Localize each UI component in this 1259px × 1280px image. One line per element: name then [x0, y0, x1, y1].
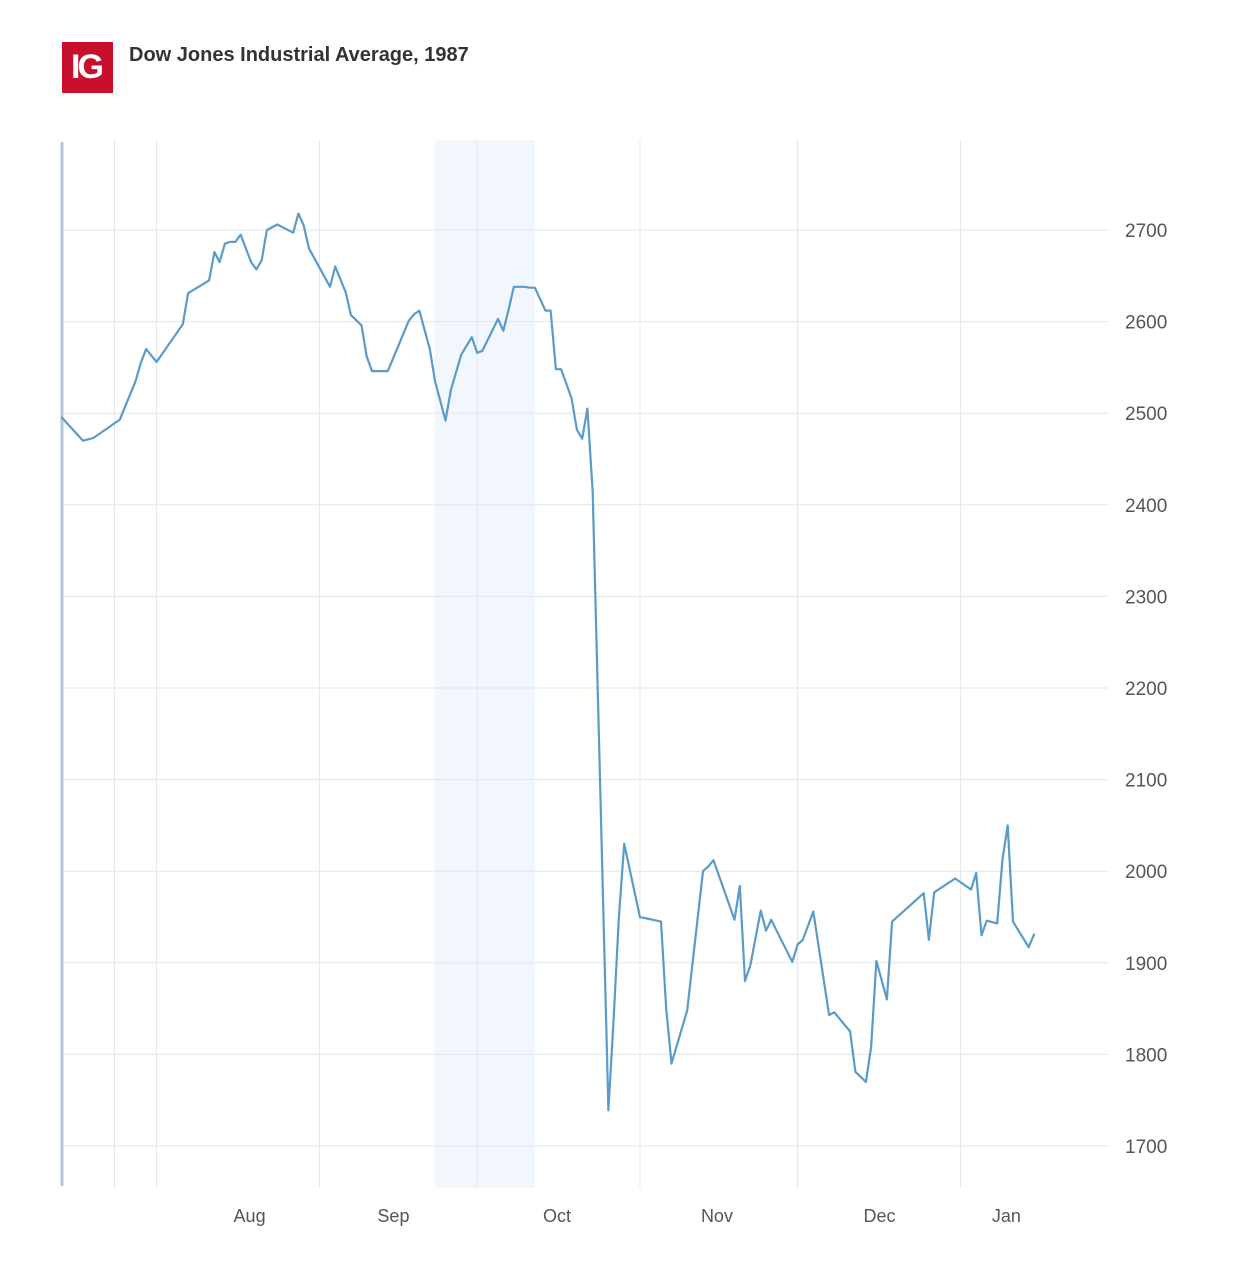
chart-title: Dow Jones Industrial Average, 1987 — [129, 44, 469, 66]
highlight-band — [435, 140, 535, 1188]
x-tick-label: Sep — [377, 1206, 409, 1226]
y-tick-label: 2100 — [1125, 771, 1167, 792]
y-tick-label: 2600 — [1125, 313, 1167, 334]
horizontal-gridlines — [62, 229, 1108, 1147]
y-tick-label: 1700 — [1125, 1137, 1167, 1158]
ig-logo: IG — [62, 42, 113, 93]
chart-header: IG Dow Jones Industrial Average, 1987 — [62, 42, 469, 94]
x-tick-label: Dec — [864, 1206, 896, 1226]
y-tick-label: 2700 — [1125, 221, 1167, 242]
y-tick-label: 2500 — [1125, 404, 1167, 425]
x-axis-tick-labels: Aug Sep Oct Nov Dec Jan — [234, 1206, 1021, 1226]
y-tick-label: 2200 — [1125, 679, 1167, 700]
y-axis-tick-labels: 1700 1800 1900 2000 2100 2200 2300 2400 2500 2600… — [1125, 221, 1167, 1158]
x-tick-label: Oct — [543, 1206, 571, 1226]
vertical-gridlines — [114, 140, 961, 1188]
y-tick-label: 2000 — [1125, 862, 1167, 883]
y-tick-label: 2300 — [1125, 587, 1167, 608]
x-tick-label: Jan — [992, 1206, 1021, 1226]
ig-logo-text: IG — [71, 48, 104, 86]
y-tick-label: 1900 — [1125, 954, 1167, 975]
y-tick-label: 1800 — [1125, 1045, 1167, 1066]
x-tick-label: Aug — [234, 1206, 266, 1226]
dow-jones-series-line — [60, 212, 1036, 1112]
y-tick-label: 2400 — [1125, 496, 1167, 517]
x-tick-label: Nov — [701, 1206, 733, 1226]
